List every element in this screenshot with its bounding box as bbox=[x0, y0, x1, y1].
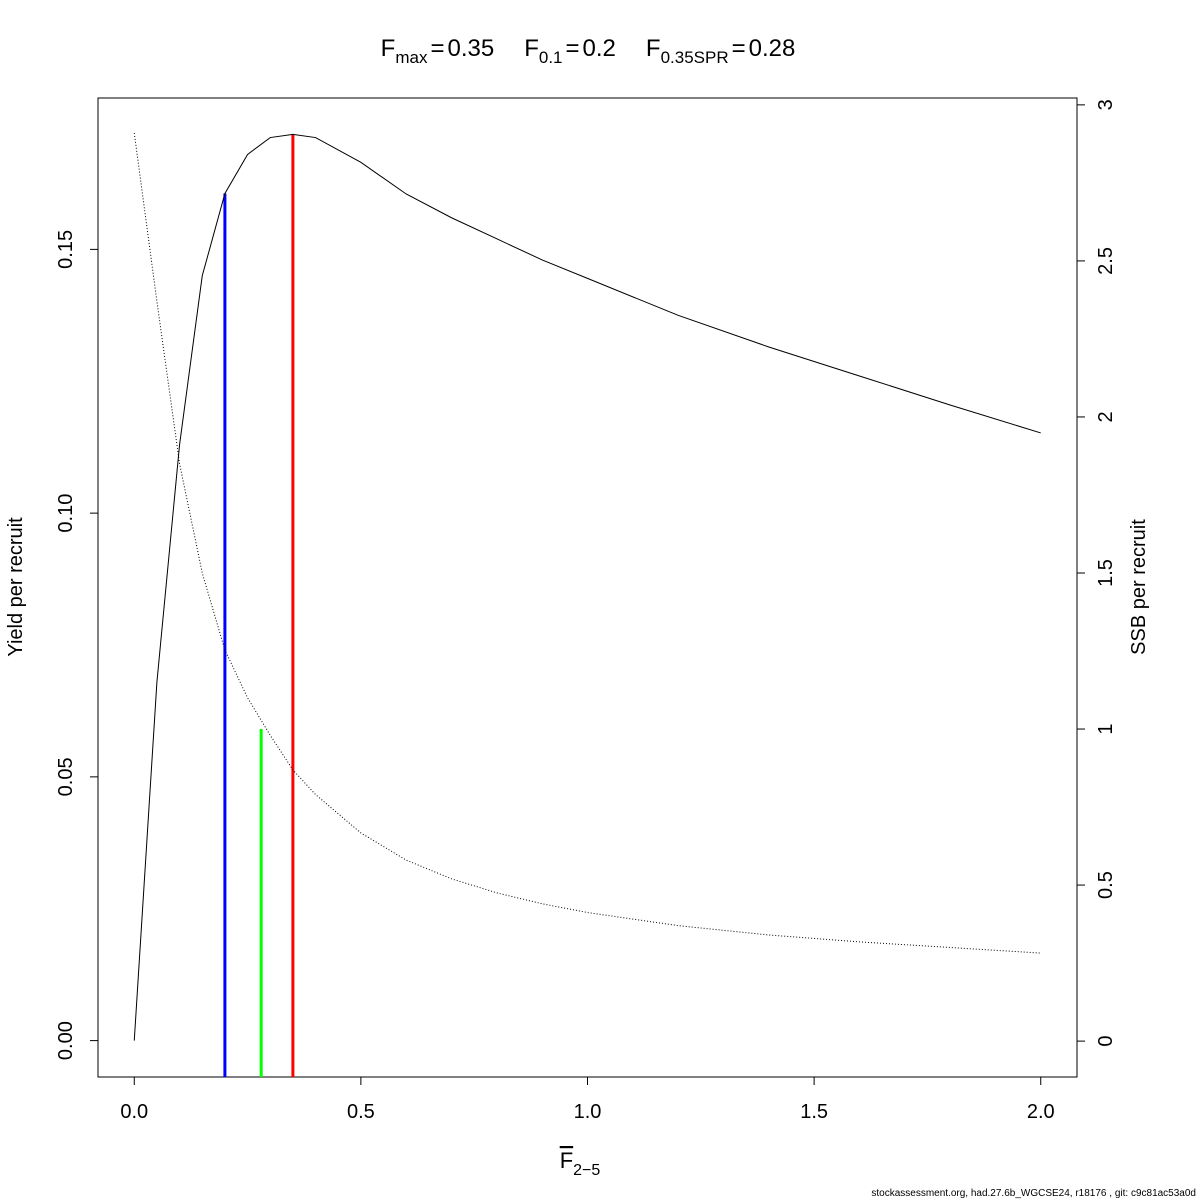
y-tick-label: 0.10 bbox=[55, 494, 77, 533]
title-subscript: max bbox=[395, 48, 428, 67]
x-tick-label: 1.0 bbox=[574, 1101, 602, 1123]
x-tick-label: 2.0 bbox=[1027, 1101, 1055, 1123]
x-tick-label: 0.5 bbox=[347, 1101, 375, 1123]
plot-frame bbox=[97, 97, 1078, 1078]
x-tick-label: 1.5 bbox=[800, 1101, 828, 1123]
y2-tick-label: 0 bbox=[1095, 1036, 1117, 1047]
y2-tick-label: 0.5 bbox=[1095, 871, 1117, 899]
y2-tick-label: 3 bbox=[1095, 99, 1117, 110]
title-value: 0.2 bbox=[583, 35, 616, 62]
title-symbol: F bbox=[381, 35, 396, 62]
y2-tick-label: 1.5 bbox=[1095, 559, 1117, 587]
y-axis-label: Yield per recruit bbox=[5, 517, 27, 657]
x-tick-label: 0.0 bbox=[120, 1101, 148, 1123]
y-tick-label: 0.05 bbox=[55, 757, 77, 796]
title-equals: = bbox=[732, 35, 746, 62]
y-tick-label: 0.00 bbox=[55, 1021, 77, 1060]
y2-tick-label: 1 bbox=[1095, 723, 1117, 734]
footer: stockassessment.org, had.27.6b_WGCSE24, … bbox=[871, 1188, 1196, 1199]
y2-axis-label: SSB per recruit bbox=[1128, 519, 1150, 655]
title-value: 0.35 bbox=[447, 35, 494, 62]
title-subscript: 0.1 bbox=[539, 48, 563, 67]
title-symbol: F bbox=[524, 35, 539, 62]
x-label-subscript: 2−5 bbox=[573, 1162, 600, 1179]
y2-tick-label: 2.5 bbox=[1095, 247, 1117, 275]
title-subscript: 0.35SPR bbox=[661, 48, 729, 67]
title-symbol: F bbox=[646, 35, 661, 62]
x-label-symbol: F bbox=[560, 1148, 573, 1173]
chart-title: Fmax = 0.35 F0.1 = 0.2 F0.35SPR = 0.28 bbox=[381, 35, 796, 67]
x-axis-label: F2−5 bbox=[560, 1148, 601, 1179]
series-line bbox=[133, 133, 1041, 1041]
title-value: 0.28 bbox=[749, 35, 796, 62]
title-equals: = bbox=[430, 35, 444, 62]
y-tick-label: 0.15 bbox=[55, 230, 77, 269]
series-line bbox=[133, 132, 1041, 954]
title-equals: = bbox=[566, 35, 580, 62]
y2-tick-label: 2 bbox=[1095, 411, 1117, 422]
